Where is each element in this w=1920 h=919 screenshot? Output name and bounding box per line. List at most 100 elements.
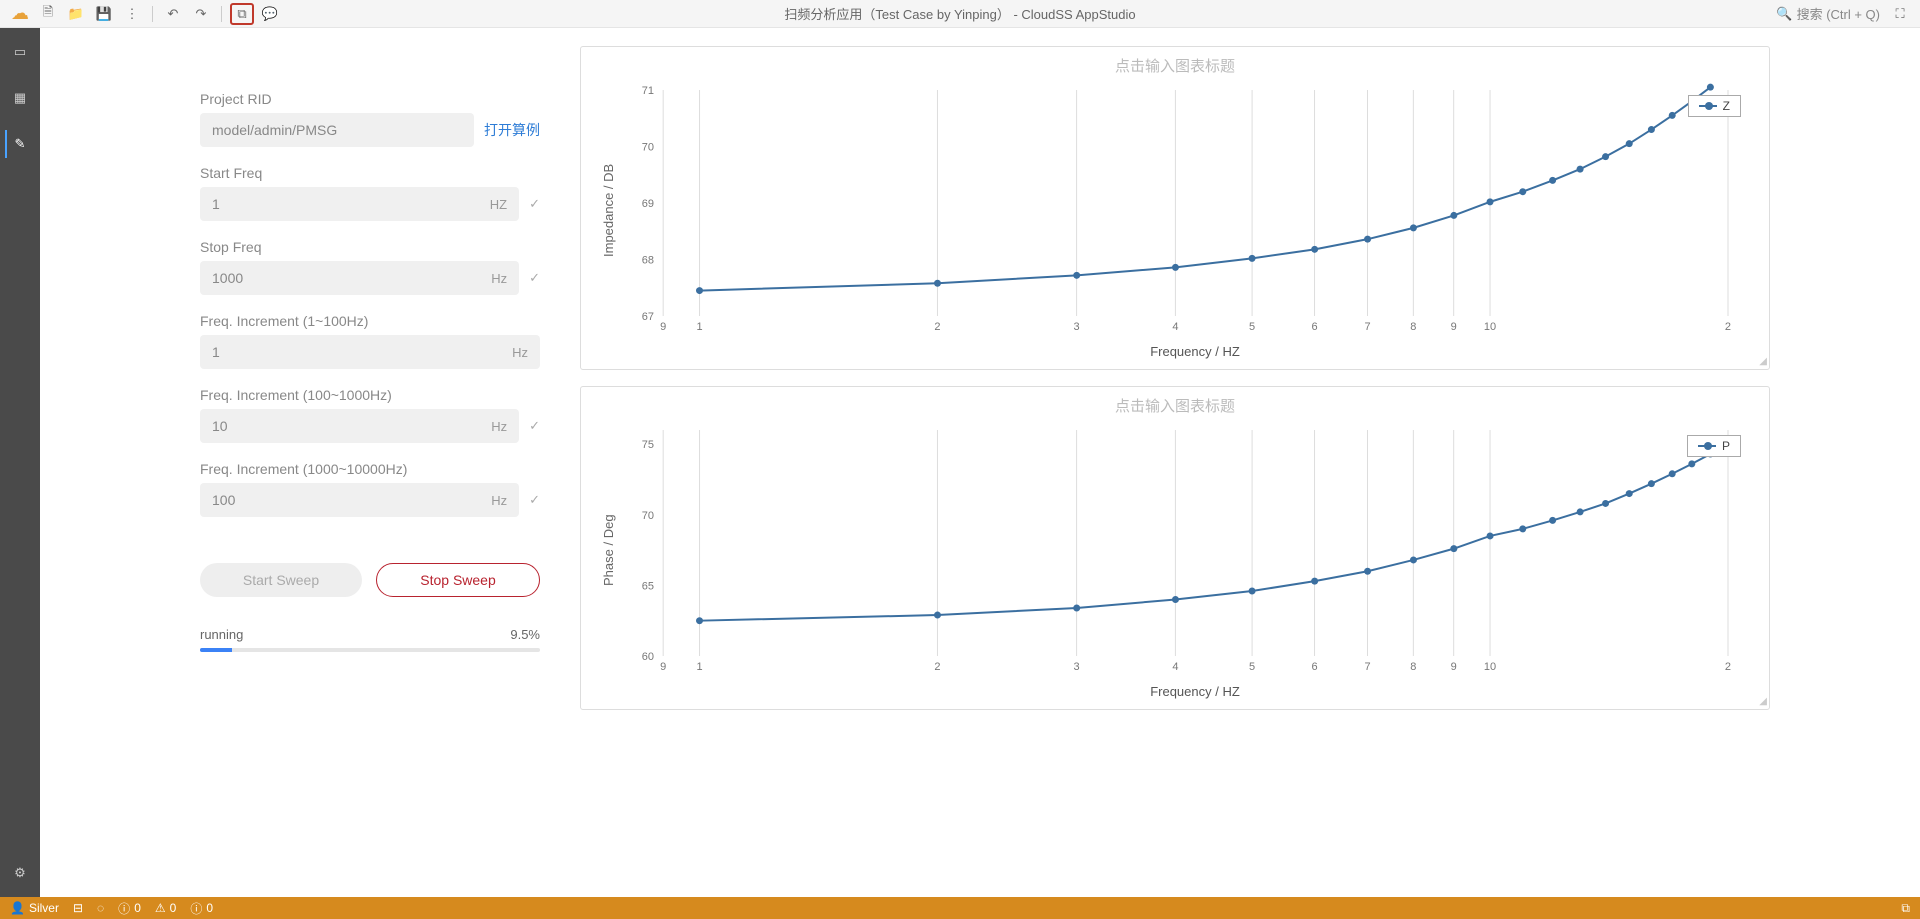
user-badge[interactable]: 👤 Silver [10, 901, 59, 915]
toolbar-separator [152, 6, 153, 22]
inc3-unit: Hz [491, 493, 507, 508]
warn-count[interactable]: ⚠ 0 [155, 901, 176, 915]
resize-handle-icon[interactable]: ◢ [1759, 356, 1767, 367]
inc3-input[interactable]: 100 Hz [200, 483, 519, 517]
start-sweep-button[interactable]: Start Sweep [200, 563, 362, 597]
svg-text:7: 7 [1364, 321, 1370, 333]
stop-freq-input[interactable]: 1000 Hz [200, 261, 519, 295]
more-menu-icon[interactable]: ⋮ [120, 3, 144, 25]
comment-icon[interactable]: 💬 [258, 3, 282, 25]
inc1-input[interactable]: 1 Hz [200, 335, 540, 369]
svg-text:2: 2 [1725, 321, 1731, 333]
svg-text:8: 8 [1410, 661, 1416, 673]
svg-text:10: 10 [1484, 321, 1496, 333]
check-icon[interactable]: ✓ [529, 418, 540, 434]
stop-freq-unit: Hz [491, 271, 507, 286]
progress-status: running [200, 627, 243, 642]
status-bar: 👤 Silver ⊟ ◌ ⓘ 0 ⚠ 0 ⓘ 0 ⧉ [0, 897, 1920, 919]
svg-text:2: 2 [934, 321, 940, 333]
status-expand-icon[interactable]: ⧉ [1901, 901, 1910, 916]
open-example-link[interactable]: 打开算例 [484, 120, 540, 140]
search-placeholder: 搜索 (Ctrl + Q) [1797, 4, 1880, 23]
svg-text:69: 69 [642, 198, 654, 210]
start-freq-unit: HZ [490, 197, 507, 212]
rail-settings-icon[interactable]: ⚙ [6, 859, 34, 887]
inc2-value: 10 [212, 418, 228, 434]
chart-title-placeholder[interactable]: 点击输入图表标题 [597, 395, 1753, 416]
svg-text:9: 9 [660, 321, 666, 333]
svg-text:6: 6 [1311, 661, 1317, 673]
impedance-plot[interactable]: 91234567891026768697071 [620, 80, 1753, 340]
open-folder-icon[interactable]: 📁 [64, 3, 88, 25]
form-panel: Freq. Sweep Analyzer Suite Project RID m… [200, 46, 540, 897]
svg-text:3: 3 [1074, 661, 1080, 673]
stop-sweep-button[interactable]: Stop Sweep [376, 563, 540, 597]
check-icon[interactable]: ✓ [529, 270, 540, 286]
info-count[interactable]: ⓘ 0 [118, 900, 141, 917]
legend-swatch-icon [1698, 445, 1716, 447]
undo-icon[interactable]: ↶ [161, 3, 185, 25]
legend-label: P [1722, 439, 1730, 453]
svg-text:5: 5 [1249, 321, 1255, 333]
impedance-chart-card: 点击输入图表标题 Z Impedance / DB 91234567891026… [580, 46, 1770, 370]
user-name: Silver [29, 901, 59, 915]
project-rid-label: Project RID [200, 91, 540, 107]
svg-text:10: 10 [1484, 661, 1496, 673]
svg-text:9: 9 [1451, 661, 1457, 673]
fullscreen-icon[interactable]: ⛶ [1888, 3, 1912, 25]
rail-page-icon[interactable]: ▭ [6, 38, 34, 66]
start-freq-input[interactable]: 1 HZ [200, 187, 519, 221]
search-box[interactable]: 🔍 搜索 (Ctrl + Q) [1776, 4, 1880, 23]
error-count[interactable]: ⓘ 0 [190, 900, 213, 917]
phase-chart-card: 点击输入图表标题 P Phase / Deg 91234567891026065… [580, 386, 1770, 710]
svg-text:6: 6 [1311, 321, 1317, 333]
svg-text:68: 68 [642, 255, 654, 267]
inc2-input[interactable]: 10 Hz [200, 409, 519, 443]
project-rid-input[interactable]: model/admin/PMSG [200, 113, 474, 147]
start-freq-label: Start Freq [200, 165, 540, 181]
status-disk-icon[interactable]: ⊟ [73, 901, 83, 915]
chart-title-placeholder[interactable]: 点击输入图表标题 [597, 55, 1753, 76]
project-rid-value: model/admin/PMSG [212, 122, 337, 138]
inc3-label: Freq. Increment (1000~10000Hz) [200, 461, 540, 477]
svg-text:71: 71 [642, 85, 654, 97]
svg-text:3: 3 [1074, 321, 1080, 333]
logo-icon[interactable]: ☁ [8, 3, 32, 25]
progress-bar [200, 648, 540, 652]
stop-freq-label: Stop Freq [200, 239, 540, 255]
svg-text:2: 2 [1725, 661, 1731, 673]
status-sync-icon[interactable]: ◌ [97, 901, 104, 915]
rail-tools-icon[interactable]: ✎ [5, 130, 33, 158]
left-rail: ▭ ▦ ✎ ⚙ [0, 28, 40, 897]
info-icon: ⓘ [118, 900, 130, 917]
user-icon: 👤 [10, 901, 25, 915]
svg-text:1: 1 [696, 321, 702, 333]
x-axis-label: Frequency / HZ [637, 344, 1753, 359]
toolbar-separator [221, 6, 222, 22]
svg-text:70: 70 [642, 510, 654, 522]
new-file-icon[interactable]: 🗎 [36, 3, 60, 25]
chart-legend: Z [1688, 95, 1741, 117]
rail-layers-icon[interactable]: ▦ [6, 84, 34, 112]
x-axis-label: Frequency / HZ [637, 684, 1753, 699]
stop-freq-value: 1000 [212, 270, 243, 286]
svg-text:9: 9 [660, 661, 666, 673]
svg-text:7: 7 [1364, 661, 1370, 673]
phase-plot[interactable]: 912345678910260657075 [620, 420, 1753, 680]
svg-text:8: 8 [1410, 321, 1416, 333]
svg-text:67: 67 [642, 311, 654, 323]
check-icon[interactable]: ✓ [529, 196, 540, 212]
error-icon: ⓘ [190, 900, 202, 917]
check-icon[interactable]: ✓ [529, 492, 540, 508]
y-axis-label: Phase / Deg [597, 420, 620, 680]
redo-icon[interactable]: ↷ [189, 3, 213, 25]
resize-handle-icon[interactable]: ◢ [1759, 696, 1767, 707]
inc1-unit: Hz [512, 345, 528, 360]
save-icon[interactable]: 💾 [92, 3, 116, 25]
warning-icon: ⚠ [155, 901, 166, 915]
preview-icon[interactable]: ⧉ [230, 3, 254, 25]
window-title: 扫频分析应用（Test Case by Yinping） - CloudSS A… [784, 4, 1135, 23]
svg-text:2: 2 [934, 661, 940, 673]
start-freq-value: 1 [212, 196, 220, 212]
svg-text:70: 70 [642, 142, 654, 154]
